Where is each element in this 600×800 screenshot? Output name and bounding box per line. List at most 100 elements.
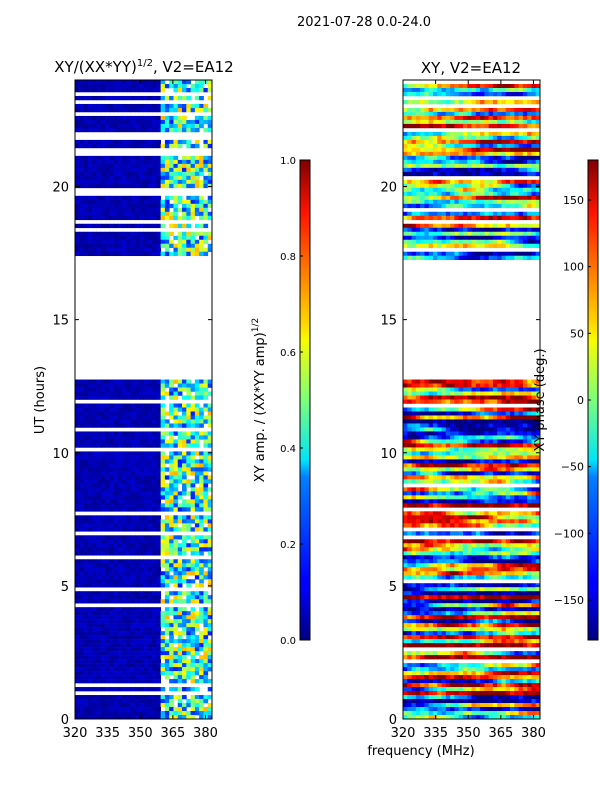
heatmap-cell xyxy=(492,379,498,384)
heatmap-cell xyxy=(130,479,136,484)
heatmap-cell xyxy=(411,399,417,404)
heatmap-cell xyxy=(194,527,200,532)
heatmap-cell xyxy=(92,119,97,125)
heatmap-cell xyxy=(104,467,110,472)
heatmap-cell xyxy=(190,579,196,584)
heatmap-cell xyxy=(199,475,204,480)
heatmap-cell xyxy=(501,143,507,149)
heatmap-cell xyxy=(143,679,149,684)
heatmap-cell xyxy=(122,627,127,632)
heatmap-cell xyxy=(160,103,166,109)
heatmap-cell xyxy=(79,571,84,576)
heatmap-cell xyxy=(139,579,144,584)
heatmap-cell xyxy=(152,591,157,596)
heatmap-cell xyxy=(169,127,174,133)
heatmap-cell xyxy=(109,523,114,528)
heatmap-cell xyxy=(75,671,80,676)
heatmap-cell xyxy=(207,159,213,165)
heatmap-cell xyxy=(126,451,132,456)
heatmap-cell xyxy=(87,475,93,480)
heatmap-cell xyxy=(79,539,84,544)
heatmap-cell xyxy=(117,143,123,149)
heatmap-cell xyxy=(462,203,468,209)
heatmap-cell xyxy=(75,659,80,664)
heatmap-cell xyxy=(96,463,102,468)
heatmap-cell xyxy=(186,639,191,644)
heatmap-cell xyxy=(92,463,97,468)
heatmap-cell xyxy=(139,435,144,440)
heatmap-cell xyxy=(194,211,200,217)
heatmap-cell xyxy=(122,387,127,392)
heatmap-cell xyxy=(492,391,498,396)
heatmap-cell xyxy=(428,107,434,113)
heatmap-cell xyxy=(535,163,541,169)
heatmap-cell xyxy=(437,147,442,153)
heatmap-cell xyxy=(510,423,515,428)
heatmap-cell xyxy=(194,183,200,189)
heatmap-cell xyxy=(104,543,110,548)
heatmap-cell xyxy=(152,419,157,424)
heatmap-cell xyxy=(454,139,460,145)
heatmap-cell xyxy=(100,239,106,245)
heatmap-cell xyxy=(113,639,119,644)
heatmap-cell xyxy=(113,435,119,440)
heatmap-cell xyxy=(484,431,490,436)
heatmap-cell xyxy=(139,475,144,480)
heatmap-cell xyxy=(518,191,524,197)
heatmap-cell xyxy=(441,395,447,400)
heatmap-cell xyxy=(203,455,209,460)
heatmap-cell xyxy=(514,171,519,177)
heatmap-cell xyxy=(92,491,97,496)
heatmap-cell xyxy=(484,411,490,416)
heatmap-cell xyxy=(96,103,102,109)
heatmap-cell xyxy=(207,451,213,456)
heatmap-cell xyxy=(143,659,149,664)
heatmap-cell xyxy=(190,415,196,420)
heatmap-cell xyxy=(100,207,106,213)
heatmap-cell xyxy=(100,499,106,504)
heatmap-cell xyxy=(92,591,97,596)
heatmap-cell xyxy=(139,507,144,512)
heatmap-cell xyxy=(164,195,170,201)
heatmap-cell xyxy=(92,199,97,205)
heatmap-cell xyxy=(152,247,157,253)
heatmap-cell xyxy=(190,215,196,221)
heatmap-cell xyxy=(462,131,468,137)
heatmap-cell xyxy=(96,167,102,173)
heatmap-cell xyxy=(428,111,434,117)
heatmap-cell xyxy=(501,231,507,237)
heatmap-cell xyxy=(134,567,140,572)
heatmap-cell xyxy=(527,391,532,396)
heatmap-cell xyxy=(182,163,187,169)
heatmap-cell xyxy=(424,179,430,185)
heatmap-cell xyxy=(152,207,157,213)
heatmap-cell xyxy=(160,175,166,181)
heatmap-cell xyxy=(432,411,438,416)
heatmap-cell xyxy=(126,559,132,564)
heatmap-cell xyxy=(182,615,187,620)
heatmap-cell xyxy=(207,107,213,113)
heatmap-cell xyxy=(139,171,144,177)
heatmap-cell xyxy=(207,167,213,173)
heatmap-cell xyxy=(182,551,187,556)
heatmap-cell xyxy=(92,107,97,113)
heatmap-cell xyxy=(117,659,123,664)
heatmap-cell xyxy=(437,179,442,185)
heatmap-cell xyxy=(92,715,97,720)
heatmap-cell xyxy=(445,379,451,384)
heatmap-cell xyxy=(92,575,97,580)
heatmap-cell xyxy=(177,83,183,89)
heatmap-cell xyxy=(207,707,213,712)
heatmap-cell xyxy=(411,243,417,249)
heatmap-cell xyxy=(126,707,132,712)
heatmap-cell xyxy=(207,647,213,652)
heatmap-cell xyxy=(143,507,149,512)
heatmap-cell xyxy=(203,459,209,464)
heatmap-cell xyxy=(207,459,213,464)
heatmap-cell xyxy=(113,439,119,444)
heatmap-cell xyxy=(186,383,191,388)
heatmap-cell xyxy=(199,203,204,209)
heatmap-cell xyxy=(130,535,136,540)
heatmap-cell xyxy=(156,423,162,428)
heatmap-cell xyxy=(510,227,515,233)
